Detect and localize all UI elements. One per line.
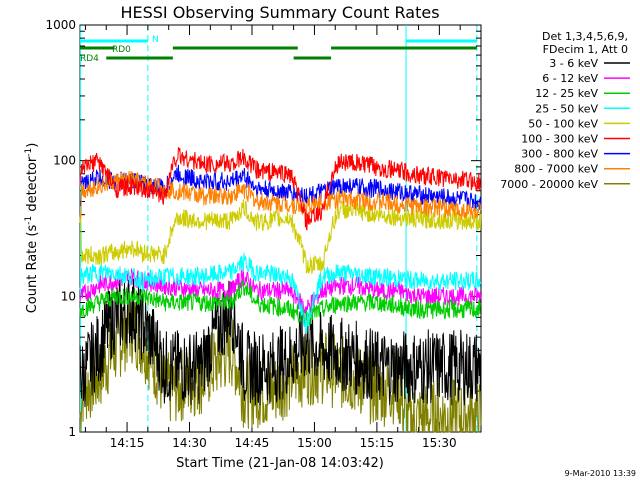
flag-label-rd0: RD0 (112, 45, 131, 55)
flag-label-rd4: RD4 (80, 54, 99, 64)
plot-area: 1 10 100 1000 14:15 14:30 14:45 15:00 15:15 15:30… (45, 18, 482, 450)
x-tick-label: 14:45 (235, 436, 270, 450)
legend-label: 300 - 800 keV (521, 148, 598, 161)
y-axis-label: Count Rate (s-1 detector-1) (24, 143, 40, 314)
legend-label: 100 - 300 keV (521, 133, 598, 146)
series-line-2 (79, 280, 482, 326)
legend-label: 50 - 100 keV (528, 117, 598, 130)
legend-header-line: Det 1,3,4,5,6,9, (542, 30, 628, 43)
series-line-3 (79, 252, 482, 334)
chart-title: HESSI Observing Summary Count Rates (120, 3, 439, 22)
y-tick-label: 100 (53, 154, 76, 168)
footer-timestamp: 9-Mar-2010 13:39 (565, 469, 636, 478)
x-tick-label: 14:15 (110, 436, 145, 450)
x-tick-label: 15:30 (422, 436, 457, 450)
legend-label: 12 - 25 keV (535, 87, 598, 100)
x-axis-label: Start Time (21-Jan-08 14:03:42) (176, 456, 384, 471)
y-tick-label: 1 (68, 425, 76, 439)
y-tick-label: 1000 (45, 18, 76, 32)
y-tick-label: 10 (61, 289, 76, 303)
x-tick-label: 14:30 (172, 436, 207, 450)
legend: Det 1,3,4,5,6,9,FDecim 1, Att 03 - 6 keV… (500, 30, 630, 191)
series-line-0 (79, 278, 482, 408)
series-line-4 (79, 199, 482, 274)
legend-label: 3 - 6 keV (549, 57, 598, 70)
series-line-5 (79, 147, 482, 231)
legend-label: 7000 - 20000 keV (500, 178, 598, 191)
legend-label: 6 - 12 keV (542, 72, 598, 85)
legend-header-line: FDecim 1, Att 0 (543, 43, 628, 56)
flag-label-n: N (152, 35, 159, 45)
series-line-1 (79, 268, 482, 317)
legend-label: 800 - 7000 keV (514, 163, 598, 176)
x-tick-label: 15:15 (360, 436, 395, 450)
x-tick-label: 15:00 (297, 436, 332, 450)
legend-label: 25 - 50 keV (535, 102, 598, 115)
